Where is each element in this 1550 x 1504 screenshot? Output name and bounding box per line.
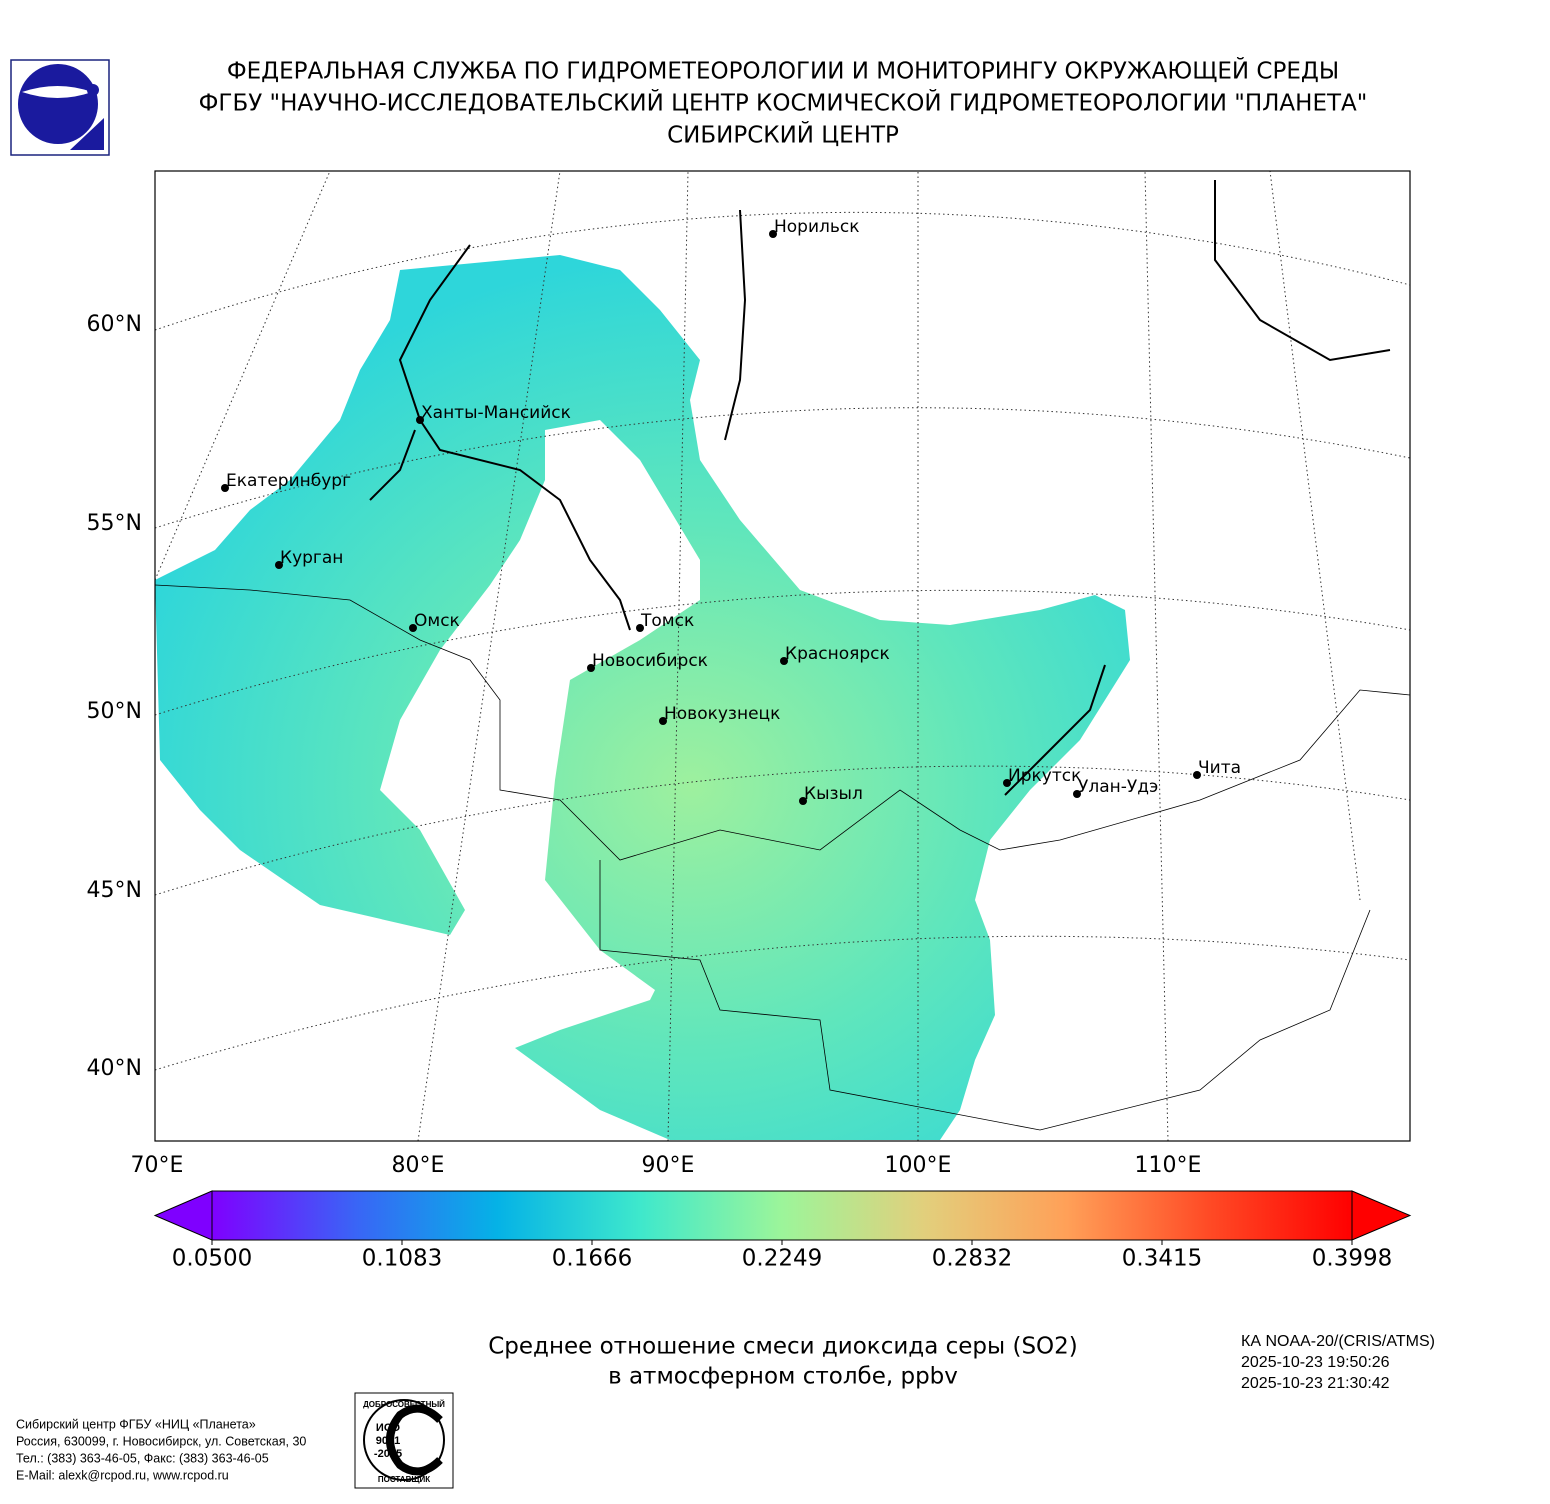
colorbar-tick-label: 0.2249 — [742, 1246, 822, 1272]
city-label: Кызыл — [804, 784, 863, 804]
lon-label: 80°E — [392, 1153, 445, 1178]
lat-label: 40°N — [87, 1056, 142, 1081]
city-label: Курган — [280, 548, 343, 568]
city-label: Ханты-Мансийск — [421, 403, 571, 423]
so2-swath — [155, 255, 1130, 1140]
city-label: Чита — [1198, 758, 1241, 778]
colorbar: 0.0500 0.1083 0.1666 0.2249 0.2832 0.3415 0.39… — [153, 1190, 1412, 1272]
colorbar-tick-label: 0.2832 — [932, 1246, 1012, 1272]
city-marker — [1073, 790, 1081, 798]
iso-text: 9001 — [376, 1435, 400, 1447]
colorbar-tick-label: 0.1666 — [552, 1246, 632, 1272]
colorbar-gradient — [211, 1190, 1353, 1241]
iso-text: -2015 — [374, 1448, 402, 1460]
satellite-info: КА NOAA-20/(CRIS/ATMS) — [1241, 1333, 1435, 1350]
lon-label: 90°E — [642, 1153, 695, 1178]
colorbar-tick-label: 0.0500 — [172, 1246, 252, 1272]
header-line: ФГБУ "НАУЧНО-ИССЛЕДОВАТЕЛЬСКИЙ ЦЕНТР КОС… — [199, 89, 1368, 117]
iso-logo: ДОБРОСОВЕСТНЫЙ ИСО 9001 -2015 ПОСТАВЩИК — [354, 1392, 454, 1489]
colorbar-tick-label: 0.3415 — [1122, 1246, 1202, 1272]
lat-label: 50°N — [87, 699, 142, 724]
satellite-info: 2025-10-23 21:30:42 — [1241, 1375, 1390, 1392]
city-marker — [587, 664, 595, 672]
lat-label: 45°N — [87, 878, 142, 903]
graticule — [154, 170, 1411, 1142]
city-label: Норильск — [774, 217, 860, 237]
lon-label: 70°E — [131, 1153, 184, 1178]
colorbar-tick-label: 0.3998 — [1312, 1246, 1392, 1272]
satellite-info: 2025-10-23 19:50:26 — [1241, 1354, 1390, 1371]
city-marker — [659, 717, 667, 725]
colorbar-extend — [1351, 1190, 1412, 1241]
city-label: Екатеринбург — [226, 471, 351, 491]
city-label: Томск — [640, 611, 694, 631]
borders — [154, 584, 1411, 1131]
city-marker — [409, 624, 417, 632]
header-line: СИБИРСКИЙ ЦЕНТР — [667, 121, 899, 149]
footer-line: Россия, 630099, г. Новосибирск, ул. Сове… — [16, 1434, 306, 1448]
header-line: ФЕДЕРАЛЬНАЯ СЛУЖБА ПО ГИДРОМЕТЕОРОЛОГИИ … — [227, 57, 1339, 85]
city-marker — [275, 561, 283, 569]
city-marker — [416, 416, 424, 424]
lon-label: 100°E — [885, 1153, 952, 1178]
city-marker — [1193, 771, 1201, 779]
city-marker — [1003, 779, 1011, 787]
iso-text: ПОСТАВЩИК — [378, 1475, 430, 1484]
city-marker — [799, 797, 807, 805]
footer-line: Тел.: (383) 363-46-05, Факс: (383) 363-4… — [16, 1451, 269, 1465]
lon-label: 110°E — [1135, 1153, 1202, 1178]
city-label: Новосибирск — [592, 651, 708, 671]
logo — [10, 59, 110, 156]
iso-text: ДОБРОСОВЕСТНЫЙ — [363, 1400, 445, 1409]
city-marker — [780, 657, 788, 665]
city-label: Красноярск — [785, 644, 890, 664]
city-marker — [221, 484, 229, 492]
rivers — [369, 180, 1391, 796]
city-label: Омск — [414, 611, 460, 631]
lat-label: 60°N — [87, 312, 142, 337]
footer-line: Сибирский центр ФГБУ «НИЦ «Планета» — [16, 1417, 256, 1431]
city-label: Новокузнецк — [664, 704, 780, 724]
city-label: Улан-Удэ — [1078, 777, 1158, 797]
map: 60°N 55°N 50°N 45°N 40°N 70°E 80°E 90°E 100°E 110… — [87, 170, 1411, 1178]
city-label: Иркутск — [1008, 766, 1081, 786]
colorbar-extend — [153, 1190, 213, 1241]
chart-title: в атмосферном столбе, ppbv — [608, 1364, 958, 1390]
lat-label: 55°N — [87, 511, 142, 536]
footer-line: E-Mail: alexk@rcpod.ru, www.rcpod.ru — [16, 1468, 229, 1482]
colorbar-tick-label: 0.1083 — [362, 1246, 442, 1272]
chart-title: Среднее отношение смеси диоксида серы (S… — [488, 1334, 1078, 1360]
city-marker — [769, 230, 777, 238]
iso-text: ИСО — [376, 1422, 401, 1434]
city-marker — [636, 624, 644, 632]
